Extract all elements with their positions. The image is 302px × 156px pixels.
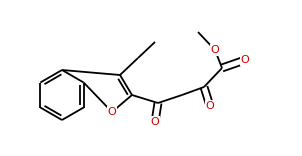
Text: O: O	[241, 55, 249, 65]
Text: O: O	[108, 107, 116, 117]
Text: O: O	[210, 45, 219, 55]
Text: O: O	[151, 117, 159, 127]
Text: O: O	[206, 101, 214, 111]
